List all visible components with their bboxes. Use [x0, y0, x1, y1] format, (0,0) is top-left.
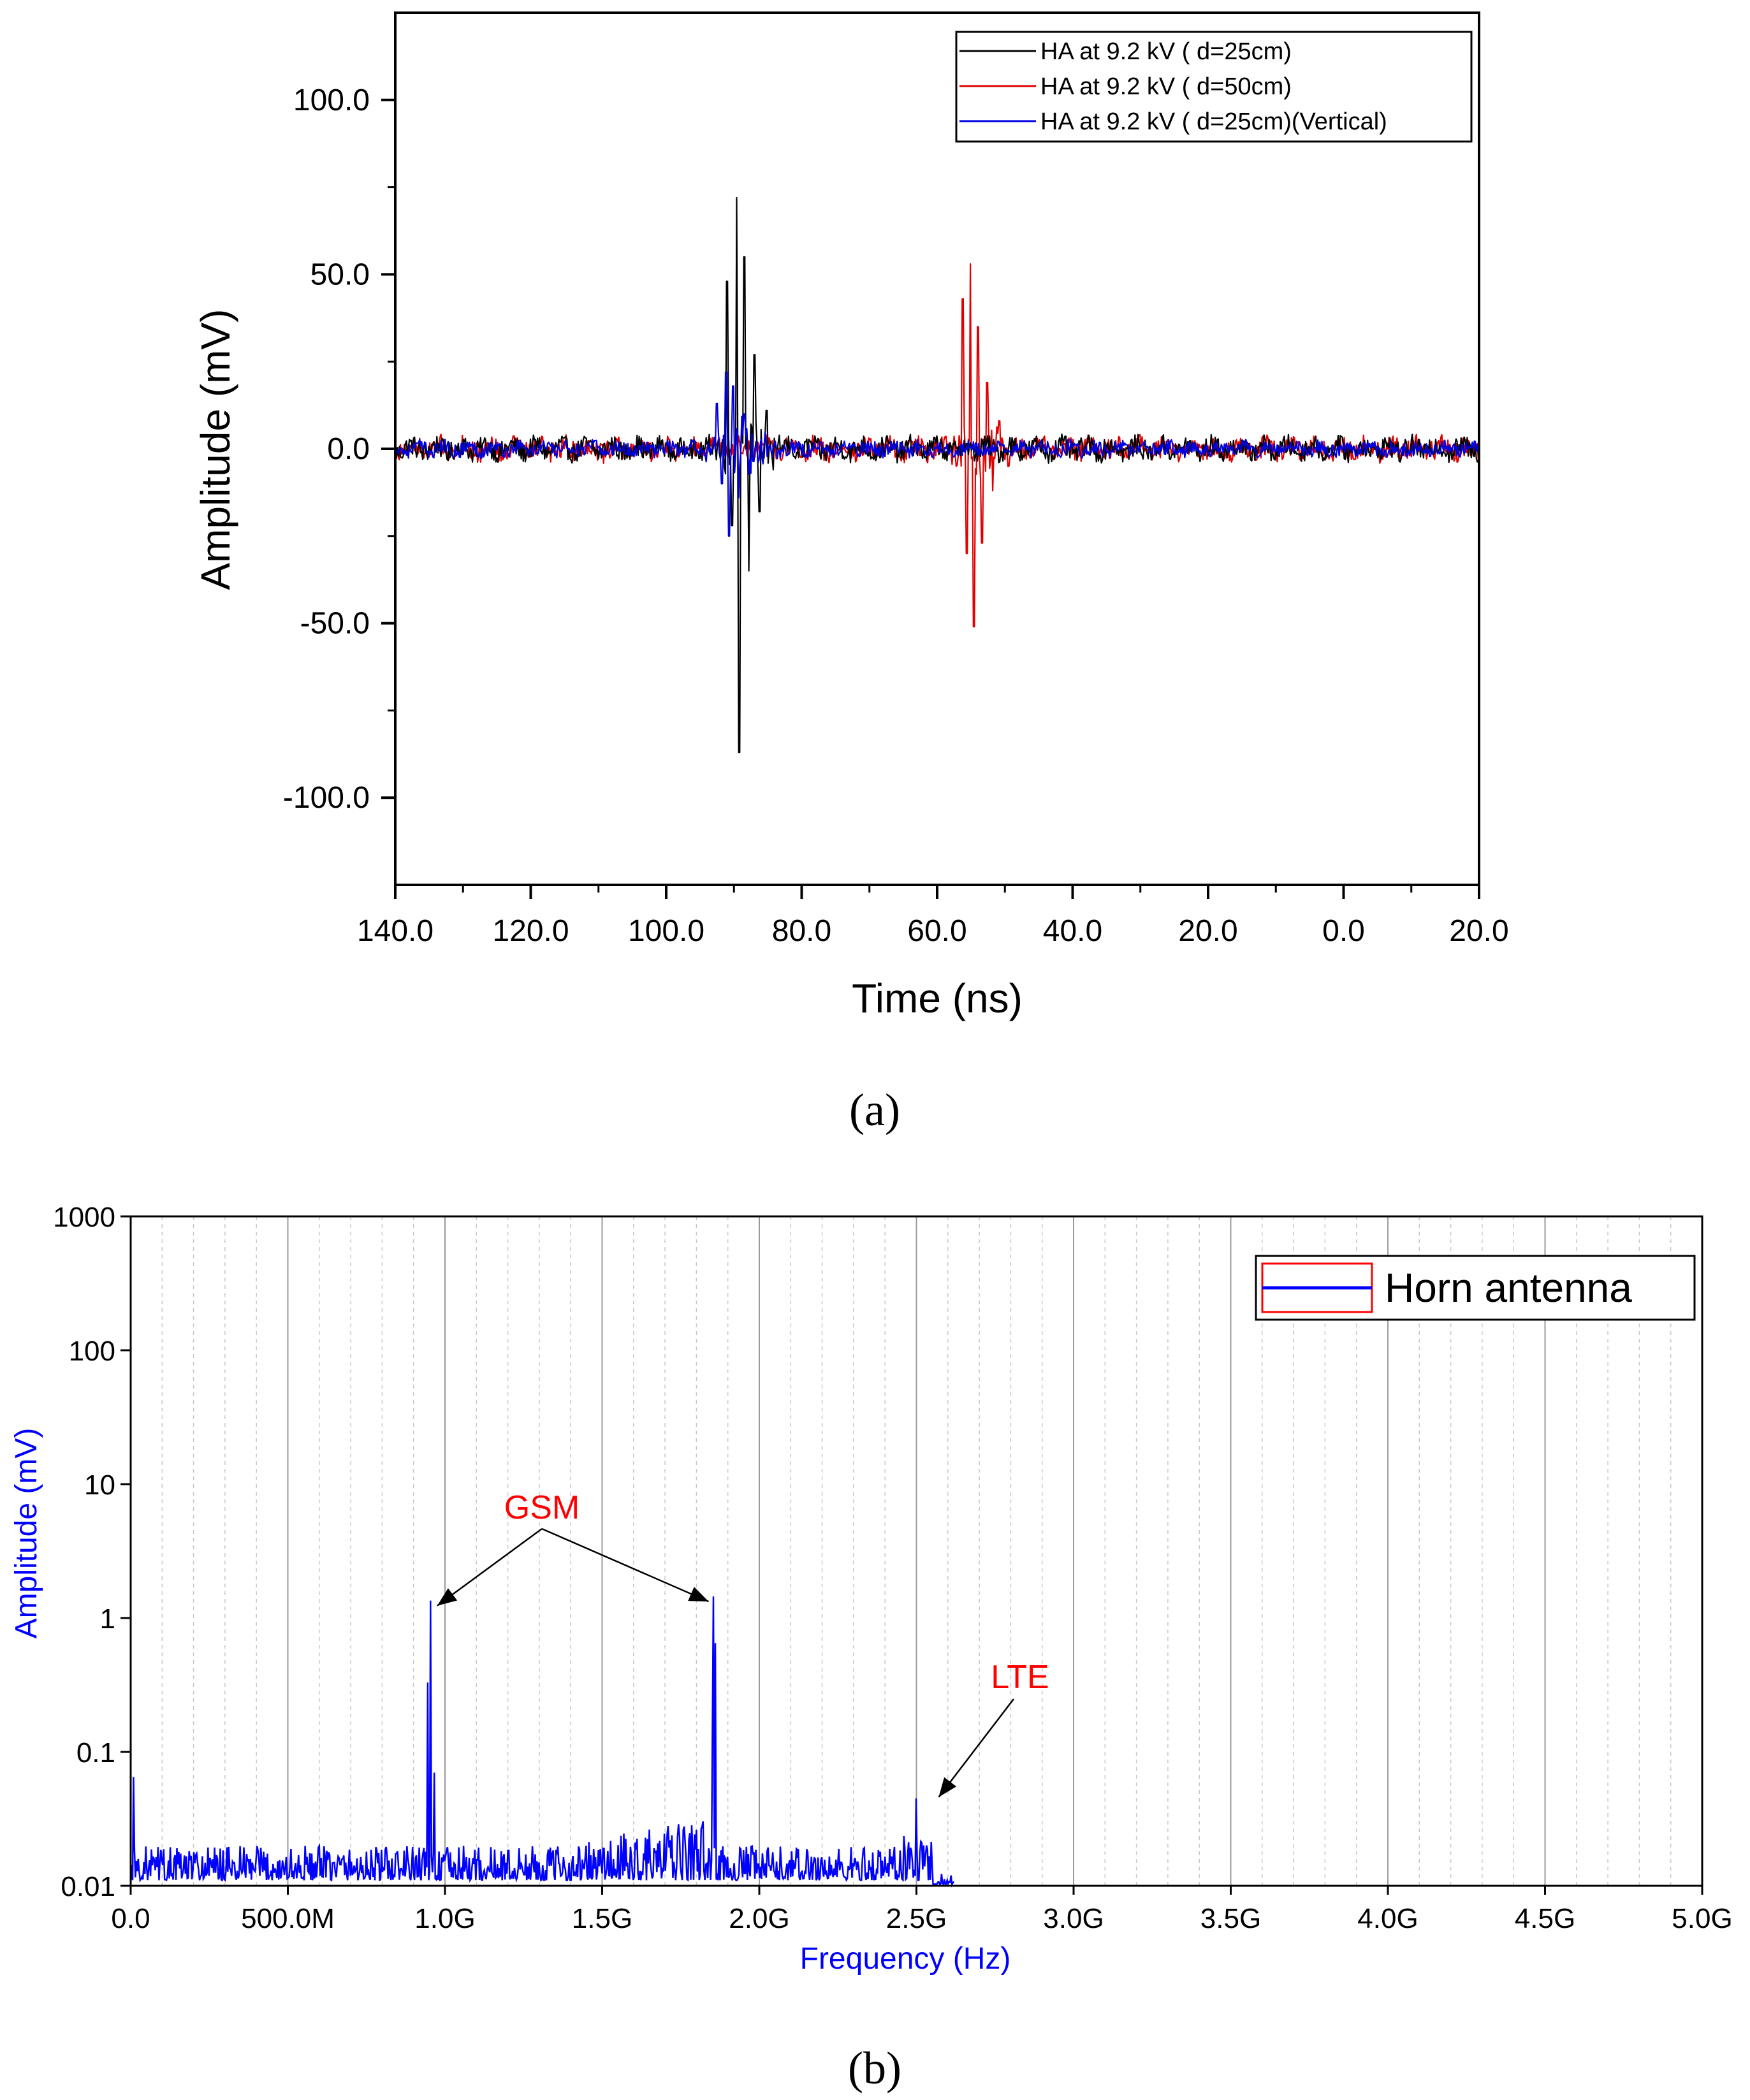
panel-a-x-tick-label: 20.0: [1178, 914, 1237, 948]
gsm-arrow-2: [541, 1528, 710, 1603]
annotation-lte: LTE: [991, 1659, 1049, 1696]
panel-a-x-tick-label: 60.0: [907, 914, 966, 948]
panel-a-x-tick-label: 80.0: [772, 914, 831, 948]
panel-b-x-tick-label: 1.0G: [414, 1903, 475, 1934]
lte-arrow-head: [938, 1777, 957, 1797]
lte-arrow: [938, 1698, 1014, 1798]
panel-b-x-tick-label: 5.0G: [1672, 1903, 1732, 1934]
panel-a-y-axis: 100.0 50.0 0.0 -50.0 -100.0: [283, 84, 395, 815]
panel-b-x-tick-label: 2.0G: [729, 1903, 789, 1934]
panel-a-y-tick-label: 100.0: [293, 84, 370, 117]
panel-b-x-tick-label: 500.0M: [241, 1903, 335, 1934]
legend-label-horn-antenna: Horn antenna: [1385, 1265, 1632, 1311]
panel-b-x-tick-label: 4.5G: [1515, 1903, 1575, 1934]
panel-a-time-domain: 100.0 50.0 0.0 -50.0 -100.0 140.0 120.0 100.0 8…: [193, 11, 1509, 1021]
panel-b-x-tick-label: 4.0G: [1357, 1903, 1418, 1934]
panel-a-caption: (a): [849, 1084, 900, 1135]
panel-b-frequency-domain: 1000 100 10 1 0.1 0.01 0.0 500.0M 1.0G 1.5G 2.0G 2…: [10, 1202, 1733, 1976]
panel-a-series-1-line: [394, 196, 1479, 754]
panel-b-y-tick-label: 1000: [53, 1202, 115, 1233]
panel-b-grid: [161, 1216, 1672, 1886]
legend-label-series-1: HA at 9.2 kV ( d=25cm): [1040, 38, 1292, 65]
gsm-arrow-1: [437, 1528, 543, 1607]
panel-a-y-tick-label: 0.0: [327, 432, 370, 466]
panel-a-y-axis-label: Amplitude (mV): [193, 309, 238, 590]
panel-a-y-tick-label: 50.0: [310, 258, 370, 291]
panel-a-x-tick-label: 100.0: [628, 914, 704, 948]
panel-a-x-tick-label: 0.0: [1322, 914, 1365, 948]
panel-b-x-tick-label: 0.0: [111, 1903, 150, 1934]
panel-a-x-tick-label: 40.0: [1043, 914, 1102, 948]
panel-a-x-axis-label: Time (ns): [852, 975, 1023, 1021]
legend-label-series-3: HA at 9.2 kV ( d=25cm)(Vertical): [1040, 108, 1387, 135]
panel-a-legend-box: [955, 31, 1473, 143]
panel-b-y-axis-label: Amplitude (mV): [10, 1428, 43, 1639]
panel-b-spectrum-line: [129, 1596, 955, 1888]
panel-a-x-tick-label: 20.0: [1449, 914, 1508, 948]
panel-b-plot-area: [129, 1596, 955, 1888]
annotation-arrows: [437, 1528, 1014, 1798]
panel-a-legend: HA at 9.2 kV ( d=25cm) HA at 9.2 kV ( d=…: [955, 31, 1473, 143]
panel-b-y-axis: 1000 100 10 1 0.1 0.01: [53, 1202, 131, 1902]
panel-b-x-axis-label: Frequency (Hz): [800, 1942, 1011, 1976]
panel-b-x-tick-label: 1.5G: [572, 1903, 632, 1934]
panel-b-y-tick-label: 10: [84, 1469, 115, 1501]
panel-a-x-tick-label: 120.0: [492, 914, 569, 948]
panel-b-annotations: GSM LTE: [437, 1489, 1049, 1798]
panel-a-y-tick-label: -100.0: [283, 781, 370, 815]
panel-b-legend: Horn antenna: [1255, 1255, 1696, 1321]
panel-b-x-tick-label: 3.0G: [1043, 1903, 1104, 1934]
panel-a-x-tick-label: 140.0: [357, 914, 434, 948]
panel-a-x-axis: 140.0 120.0 100.0 80.0 60.0 40.0 20.0 0.0 20.0: [357, 885, 1509, 948]
panel-b-y-tick-label: 100: [69, 1336, 115, 1367]
panel-a-series-3-line: [394, 371, 1479, 537]
panel-a-y-tick-label: -50.0: [300, 607, 370, 641]
gsm-arrow-2-head: [688, 1587, 709, 1602]
panel-b-caption: (b): [848, 2043, 901, 2094]
panel-b-y-tick-label: 0.01: [61, 1871, 115, 1902]
panel-b-x-tick-label: 2.5G: [886, 1903, 947, 1934]
panel-a-plot-area: [394, 196, 1479, 754]
annotation-gsm: GSM: [504, 1489, 580, 1526]
panel-b-x-axis: 0.0 500.0M 1.0G 1.5G 2.0G 2.5G 3.0G 3.5G 4.0G 4.5…: [111, 1886, 1733, 1934]
panel-b-y-tick-label: 0.1: [77, 1737, 115, 1768]
gsm-arrow-1-head: [437, 1588, 458, 1606]
panel-b-y-tick-label: 1: [100, 1603, 115, 1635]
panel-b-x-tick-label: 3.5G: [1200, 1903, 1261, 1934]
legend-label-series-2: HA at 9.2 kV ( d=50cm): [1040, 73, 1292, 100]
